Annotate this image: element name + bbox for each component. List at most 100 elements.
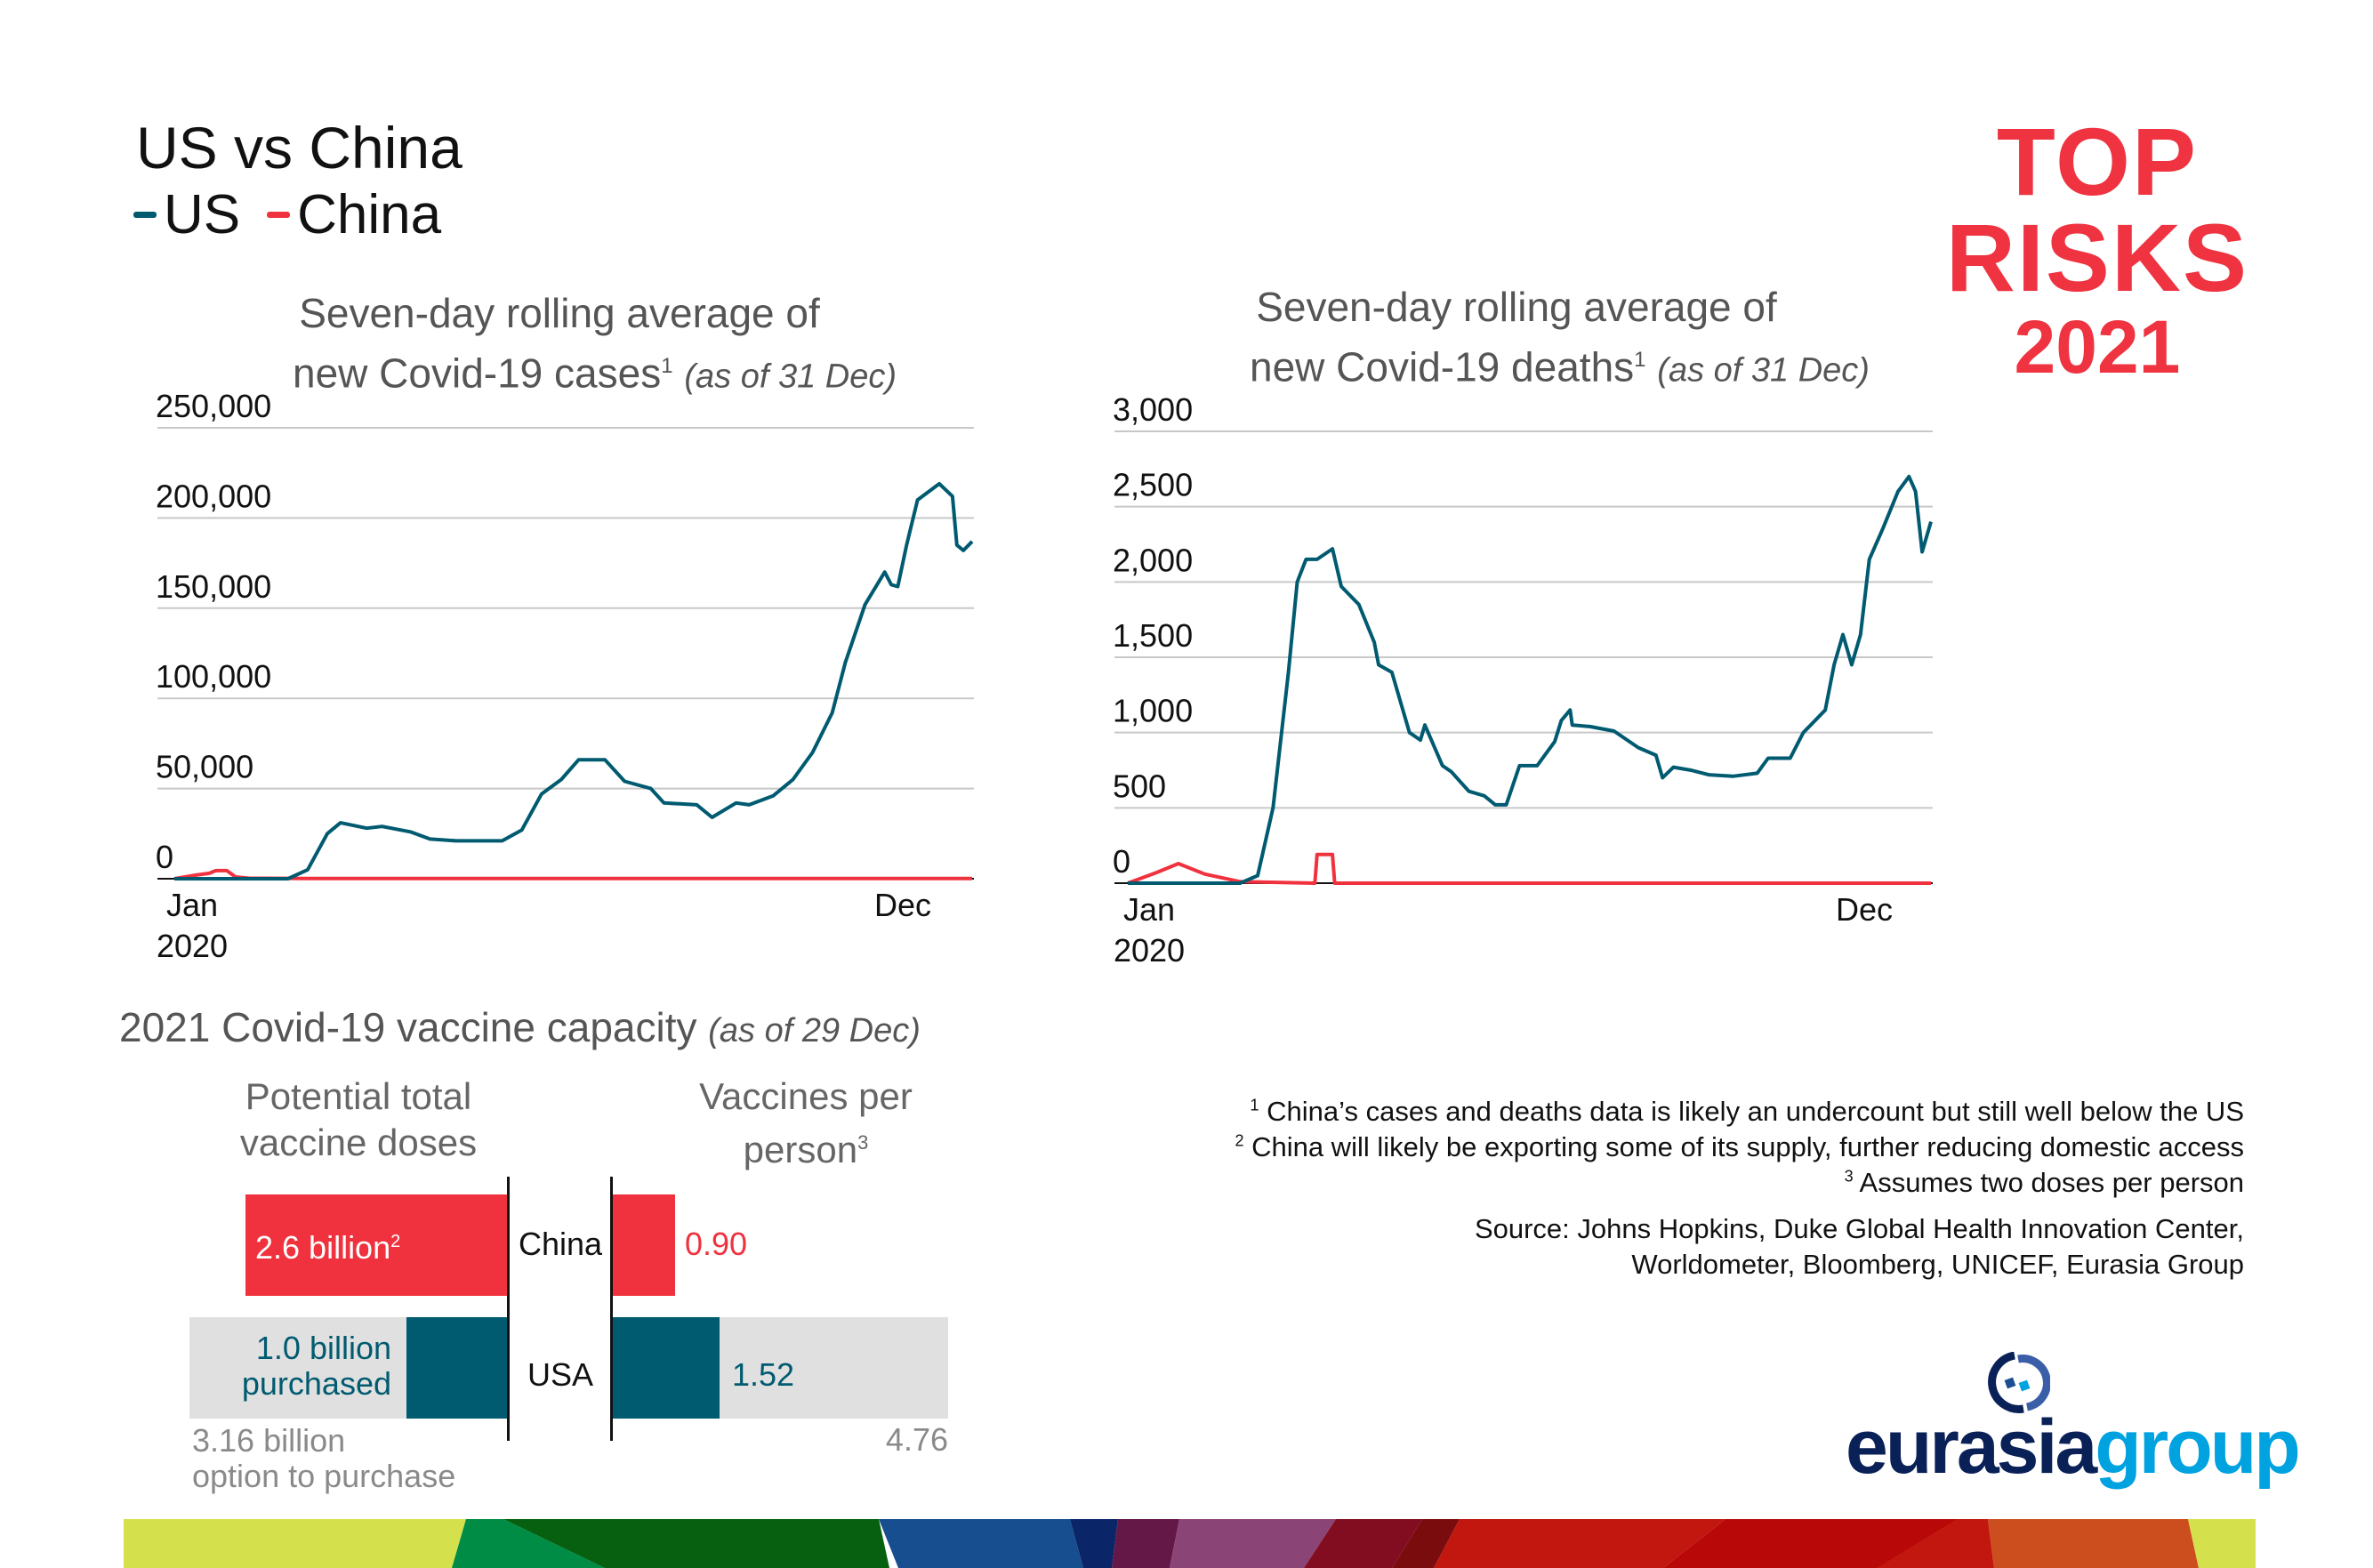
deaths-chart: 0 500 1,000 1,500 2,000 2,500 3,000 Jan Dec 2020	[1113, 391, 1933, 969]
china-doses-label: 2.6 billion2	[255, 1229, 400, 1266]
eurasia-group-logo: eurasiagroup	[1846, 1352, 2301, 1490]
deaths-xtick-label: Dec	[1836, 891, 1893, 928]
deaths-ytick-label: 1,500	[1113, 617, 1193, 654]
stripe-segment	[503, 1519, 889, 1568]
vaccine-title-text: 2021 Covid-19 vaccine capacity	[119, 1004, 697, 1050]
top-risks-year: 2021	[2014, 305, 2181, 389]
category-china: China	[518, 1226, 603, 1262]
top-risks-line1: TOP	[1996, 108, 2198, 215]
legend-label-china: China	[297, 184, 442, 245]
cases-title-line2: new Covid-19 cases1 (as of 31 Dec)	[293, 340, 897, 403]
footnote-text: Assumes two doses per person	[1853, 1167, 2245, 1198]
stripe-segment	[879, 1519, 1083, 1568]
deaths-xyear-label: 2020	[1114, 932, 1185, 969]
divider-right	[610, 1177, 613, 1441]
deaths-title-line1: Seven-day rolling average of	[1256, 284, 1777, 330]
category-usa: USA	[527, 1356, 594, 1393]
cases-series-us-line	[174, 481, 974, 880]
footnote-ref: 2	[390, 1232, 401, 1251]
cases-ytick-label: 150,000	[156, 568, 271, 605]
stripe-segment	[1304, 1519, 1422, 1568]
deaths-ytick-label: 2,000	[1113, 542, 1193, 578]
deaths-ytick-label: 3,000	[1113, 391, 1193, 428]
doses-max-line1: 3.16 billion	[192, 1422, 346, 1459]
decorative-color-stripe	[124, 1519, 2256, 1568]
top-risks-line2: RISKS	[1945, 204, 2248, 311]
deaths-ytick-label: 500	[1113, 768, 1166, 804]
footnote-1: 1 China’s cases and deaths data is likel…	[1251, 1096, 2244, 1128]
eurasia-group-icon	[1988, 1352, 2050, 1413]
doses-bar-usa	[406, 1317, 507, 1419]
cases-ytick-label: 200,000	[156, 478, 271, 514]
footnote-marker: 2	[1235, 1131, 1244, 1150]
per-person-bar-usa	[612, 1317, 720, 1419]
usa-doses-label: 1.0 billion purchased	[213, 1331, 391, 1402]
cases-xtick-label: Dec	[874, 887, 931, 923]
deaths-ytick-label: 1,000	[1113, 693, 1193, 729]
vaccine-title-note: (as of 29 Dec)	[708, 1012, 921, 1049]
usa-doses-line2: purchased	[241, 1365, 391, 1402]
per-person-header-text: person	[743, 1129, 858, 1170]
stripe-segment	[1877, 1519, 1994, 1568]
cases-ytick-label: 250,000	[156, 388, 271, 424]
legend-label-us: US	[164, 184, 241, 245]
footnote-marker: 1	[1250, 1096, 1259, 1114]
stripe-segment	[1392, 1519, 1460, 1568]
footnote-ref: 3	[857, 1131, 869, 1154]
vaccine-title: 2021 Covid-19 vaccine capacity (as of 29…	[119, 1003, 921, 1051]
per-person-header-line2: person3	[672, 1120, 939, 1173]
china-doses-value: 2.6 billion	[255, 1229, 391, 1266]
cases-ytick-label: 100,000	[156, 658, 271, 695]
doses-max-label: 3.16 billion option to purchase	[192, 1423, 455, 1494]
wordmark-eurasia: eurasia	[1846, 1404, 2097, 1490]
footnote-text: China will likely be exporting some of i…	[1243, 1131, 2244, 1162]
cases-title-line1: Seven-day rolling average of	[299, 290, 820, 336]
legend-item-china: China	[267, 183, 441, 246]
cases-chart-title: Seven-day rolling average of new Covid-1…	[293, 286, 897, 403]
footnote-text: China’s cases and deaths data is likely …	[1259, 1096, 2244, 1127]
stripe-segment	[1112, 1519, 1179, 1568]
doses-bar-china	[245, 1194, 507, 1296]
footnote-ref: 1	[661, 354, 673, 378]
cases-ytick-label: 50,000	[156, 749, 253, 785]
usa-per-person-label: 1.52	[732, 1356, 795, 1393]
per-person-max-label: 4.76	[885, 1421, 948, 1458]
footnote-3: 3 Assumes two doses per person	[1845, 1167, 2244, 1199]
stripe-segment	[1988, 1519, 2199, 1568]
deaths-title-note: (as of 31 Dec)	[1657, 351, 1870, 390]
deaths-series-china-line	[1127, 852, 1931, 885]
stripe-segment	[1663, 1519, 1957, 1568]
doses-max-line2: option to purchase	[192, 1458, 456, 1494]
deaths-title-line2: new Covid-19 deaths1 (as of 31 Dec)	[1250, 334, 1870, 397]
page-title: US vs China	[136, 115, 463, 181]
footnote-marker: 3	[1844, 1167, 1854, 1186]
wordmark-group: group	[2095, 1404, 2301, 1490]
stripe-segment	[2188, 1519, 2256, 1568]
cases-ytick-label: 0	[156, 839, 173, 875]
doses-header: Potential total vaccine doses	[225, 1073, 492, 1166]
divider-left	[507, 1177, 510, 1441]
stripe-segment	[1434, 1519, 1725, 1568]
footnote-2: 2 China will likely be exporting some of…	[1235, 1131, 2244, 1163]
cases-xtick-label: Jan	[166, 887, 218, 923]
stripe-segment	[1170, 1519, 1336, 1568]
deaths-xtick-label: Jan	[1123, 891, 1175, 928]
per-person-bar-china	[612, 1194, 676, 1296]
usa-doses-line1: 1.0 billion	[255, 1330, 391, 1366]
footnote-ref: 1	[1634, 348, 1646, 372]
stripe-segment	[1070, 1519, 1118, 1568]
deaths-chart-title: Seven-day rolling average of new Covid-1…	[1250, 280, 1870, 397]
cases-chart: 0 50,000 100,000 150,000 200,000 250,000 Jan De…	[156, 388, 974, 964]
source-line-2: Worldometer, Bloomberg, UNICEF, Eurasia …	[1631, 1249, 2244, 1280]
legend: US China	[133, 183, 441, 246]
legend-item-us: US	[133, 183, 240, 246]
cases-xyear-label: 2020	[157, 928, 228, 964]
eurasia-group-wordmark: eurasiagroup	[1846, 1403, 2301, 1492]
deaths-ytick-label: 0	[1113, 843, 1130, 880]
source-line-1: Source: Johns Hopkins, Duke Global Healt…	[1474, 1213, 2244, 1244]
china-per-person-label: 0.90	[685, 1226, 748, 1262]
stripe-segment	[124, 1519, 466, 1568]
legend-swatch-us	[133, 212, 157, 218]
cases-title-text: new Covid-19 cases	[293, 350, 662, 397]
